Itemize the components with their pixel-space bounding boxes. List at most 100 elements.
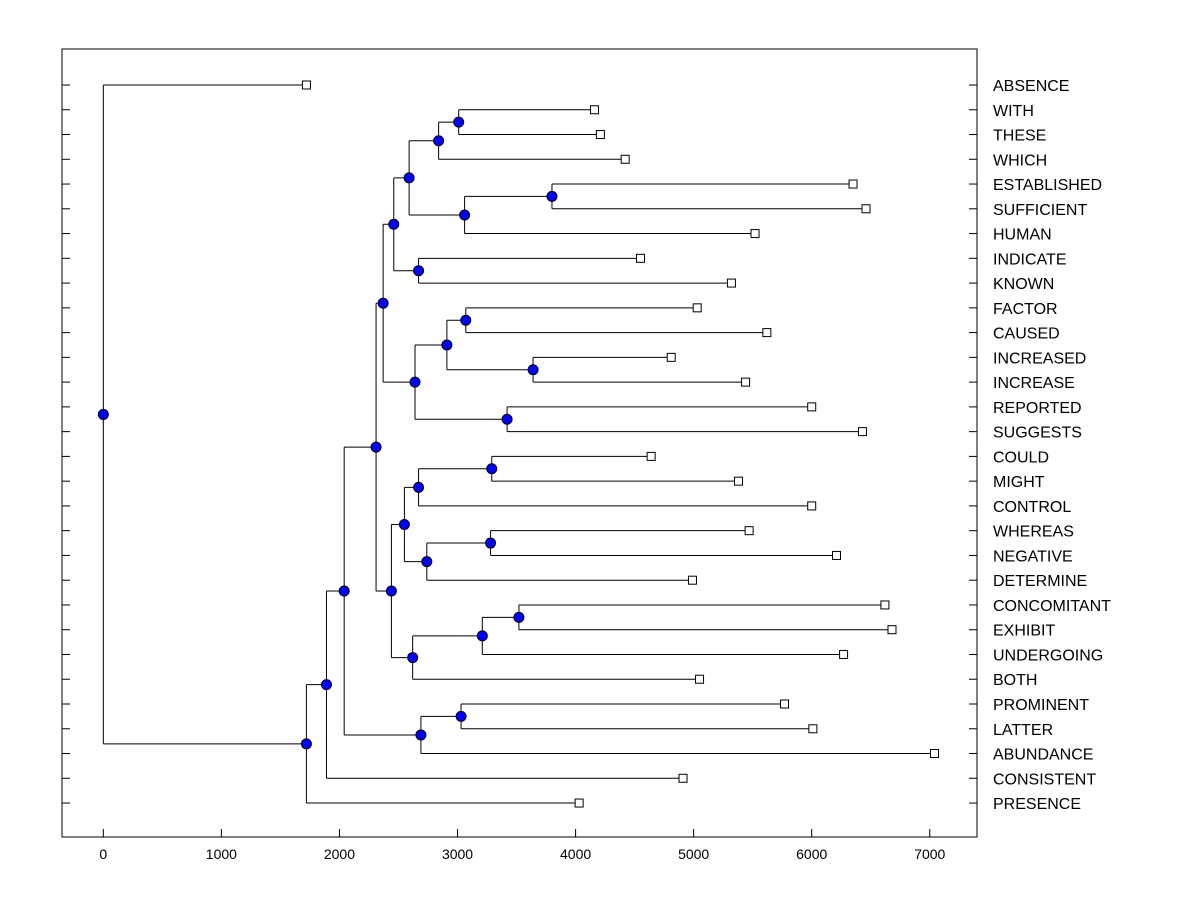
leaf-marker-might (734, 476, 744, 486)
leaf-marker-increase (741, 377, 751, 387)
leaf-label-suggests: SUGGESTS (993, 425, 1082, 442)
merge-node-n17 (421, 556, 433, 568)
leaf-marker-could (646, 451, 656, 461)
merge-node-n2 (433, 135, 445, 147)
leaf-marker-human (750, 229, 760, 239)
leaf-marker-reported (807, 402, 817, 412)
leaf-marker-which (620, 154, 630, 164)
leaf-label-determine: DETERMINE (993, 573, 1087, 590)
merge-node-n4 (459, 209, 471, 221)
leaf-label-with: WITH (993, 103, 1034, 120)
merge-node-n25 (415, 729, 427, 741)
leaf-marker-exhibit (887, 625, 897, 635)
x-tick-label-0: 0 (99, 846, 107, 862)
leaf-label-indicate: INDICATE (993, 251, 1066, 268)
leaf-marker-sufficient (861, 204, 871, 214)
leaf-label-increased: INCREASED (993, 350, 1086, 367)
merge-node-n1 (453, 116, 465, 128)
leaf-labels: ABSENCE WITH THESE WHICH ESTABLISHED SUFFICIE… (993, 78, 1111, 813)
plot-frame (61, 48, 978, 838)
merge-node-n15 (413, 481, 425, 493)
leaf-label-control: CONTROL (993, 499, 1071, 516)
leaf-label-negative: NEGATIVE (993, 548, 1073, 565)
leaf-label-increase: INCREASE (993, 375, 1075, 392)
merge-node-n8 (460, 314, 472, 326)
leaf-label-exhibit: EXHIBIT (993, 623, 1055, 640)
leaf-label-both: BOTH (993, 672, 1037, 689)
merge-node-n10 (441, 339, 453, 351)
merge-node-n19 (513, 611, 525, 623)
leaf-label-factor: FACTOR (993, 301, 1058, 318)
merge-node-n27 (320, 679, 332, 691)
merge-node-n9 (527, 364, 539, 376)
x-tick-label-7000: 7000 (914, 846, 945, 862)
merge-node-n11 (501, 413, 513, 425)
leaf-marker-concomitant (880, 600, 890, 610)
leaf-label-absence: ABSENCE (993, 78, 1069, 95)
leaf-marker-latter (808, 724, 818, 734)
leaf-label-reported: REPORTED (993, 400, 1082, 417)
leaf-marker-caused (762, 328, 772, 338)
merge-node-n24 (455, 710, 467, 722)
leaf-marker-these (595, 130, 605, 140)
leaf-marker-suggests (857, 427, 867, 437)
merge-node-n13 (377, 297, 389, 309)
leaf-marker-known (726, 278, 736, 288)
leaf-marker-with (589, 105, 599, 115)
leaf-label-sufficient: SUFFICIENT (993, 202, 1087, 219)
x-tick-label-3000: 3000 (442, 846, 473, 862)
x-tick-label-4000: 4000 (560, 846, 591, 862)
leaf-label-human: HUMAN (993, 227, 1052, 244)
leaf-label-whereas: WHEREAS (993, 524, 1074, 541)
leaf-label-consistent: CONSISTENT (993, 771, 1096, 788)
leaf-label-might: MIGHT (993, 474, 1045, 491)
leaf-marker-negative (832, 550, 842, 560)
leaf-marker-whereas (744, 526, 754, 536)
leaf-label-caused: CAUSED (993, 326, 1060, 343)
leaf-markers (301, 80, 939, 808)
merge-node-n18 (398, 518, 410, 530)
leaf-marker-absence (301, 80, 311, 90)
leaf-label-these: THESE (993, 128, 1046, 145)
merge-node-n23 (370, 441, 382, 453)
leaf-label-latter: LATTER (993, 722, 1053, 739)
merge-node-n16 (485, 537, 497, 549)
merge-node-n12 (409, 376, 421, 388)
merge-nodes (97, 116, 558, 750)
leaf-marker-indicate (636, 253, 646, 263)
x-tick-label-6000: 6000 (796, 846, 827, 862)
leaf-marker-control (807, 501, 817, 511)
x-tick-label-1000: 1000 (206, 846, 237, 862)
x-tick-label-5000: 5000 (678, 846, 709, 862)
leaf-marker-presence (574, 798, 584, 808)
leaf-label-prominent: PROMINENT (993, 697, 1089, 714)
leaf-marker-consistent (678, 773, 688, 783)
merge-node-n14 (486, 463, 498, 475)
leaf-marker-factor (692, 303, 702, 313)
leaf-marker-both (695, 674, 705, 684)
leaf-label-which: WHICH (993, 152, 1047, 169)
leaf-marker-abundance (929, 749, 939, 759)
merge-node-n6 (413, 265, 425, 277)
leaf-marker-determine (687, 575, 697, 585)
leaf-label-undergoing: UNDERGOING (993, 647, 1103, 664)
leaf-marker-prominent (780, 699, 790, 709)
merge-node-n7 (388, 218, 400, 230)
leaf-marker-undergoing (839, 649, 849, 659)
merge-node-n22 (385, 585, 397, 597)
leaf-label-presence: PRESENCE (993, 796, 1081, 813)
merge-node-n29 (97, 408, 109, 420)
merge-node-n21 (407, 652, 419, 664)
axis-ticks: 0 1000 2000 3000 4000 5000 6000 7000 (62, 84, 977, 862)
merge-node-n5 (403, 172, 415, 184)
leaf-marker-established (848, 179, 858, 189)
leaf-label-concomitant: CONCOMITANT (993, 598, 1111, 615)
leaf-label-could: COULD (993, 449, 1049, 466)
merge-node-n26 (338, 585, 350, 597)
leaf-marker-increased (666, 352, 676, 362)
leaf-label-abundance: ABUNDANCE (993, 747, 1093, 764)
merge-node-n3 (546, 190, 558, 202)
x-tick-label-2000: 2000 (324, 846, 355, 862)
merge-node-n20 (476, 630, 488, 642)
